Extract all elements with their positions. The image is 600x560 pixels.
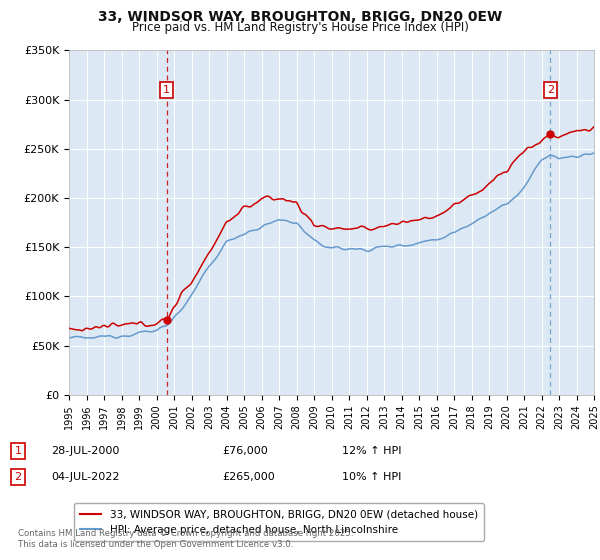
Text: 2: 2 <box>547 85 554 95</box>
Text: 2: 2 <box>14 472 22 482</box>
Text: 33, WINDSOR WAY, BROUGHTON, BRIGG, DN20 0EW: 33, WINDSOR WAY, BROUGHTON, BRIGG, DN20 … <box>98 10 502 24</box>
Text: £265,000: £265,000 <box>222 472 275 482</box>
Text: 1: 1 <box>14 446 22 456</box>
Text: 12% ↑ HPI: 12% ↑ HPI <box>342 446 401 456</box>
Text: 10% ↑ HPI: 10% ↑ HPI <box>342 472 401 482</box>
Text: £76,000: £76,000 <box>222 446 268 456</box>
Text: Price paid vs. HM Land Registry's House Price Index (HPI): Price paid vs. HM Land Registry's House … <box>131 21 469 34</box>
Text: Contains HM Land Registry data © Crown copyright and database right 2025.
This d: Contains HM Land Registry data © Crown c… <box>18 529 353 549</box>
Legend: 33, WINDSOR WAY, BROUGHTON, BRIGG, DN20 0EW (detached house), HPI: Average price: 33, WINDSOR WAY, BROUGHTON, BRIGG, DN20 … <box>74 503 484 541</box>
Text: 04-JUL-2022: 04-JUL-2022 <box>51 472 119 482</box>
Text: 28-JUL-2000: 28-JUL-2000 <box>51 446 119 456</box>
Text: 1: 1 <box>163 85 170 95</box>
